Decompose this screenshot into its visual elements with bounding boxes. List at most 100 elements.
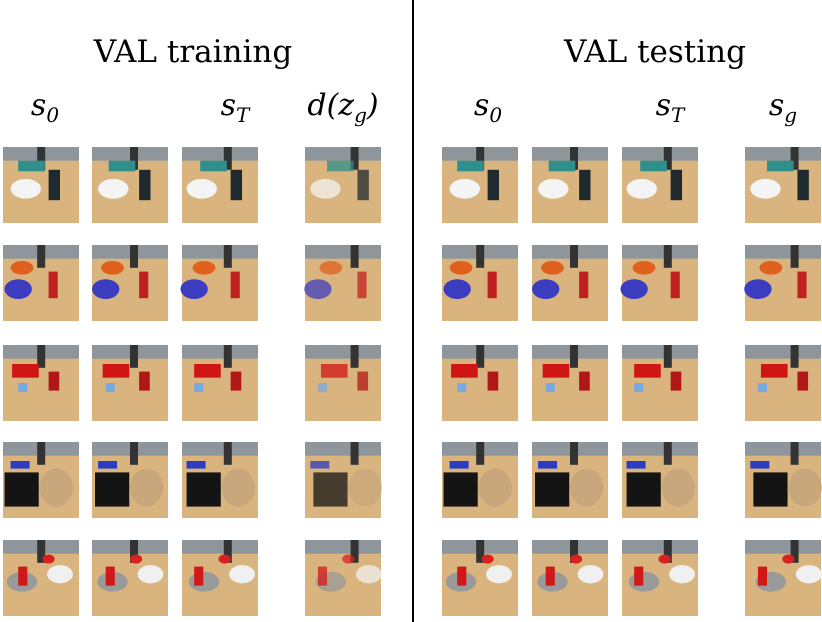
robot-arm — [570, 442, 578, 465]
object — [47, 565, 73, 584]
column-header: s0 — [31, 88, 59, 127]
object — [18, 383, 28, 393]
object — [670, 169, 683, 201]
header-base: s — [31, 88, 46, 123]
header-subscript: 0 — [46, 103, 59, 127]
object — [626, 461, 646, 469]
robot-arm — [130, 540, 138, 563]
backdrop — [622, 540, 698, 554]
object — [626, 178, 657, 199]
object — [750, 178, 781, 199]
object — [545, 383, 555, 393]
robot-arm — [663, 540, 672, 563]
object — [105, 383, 115, 393]
object — [4, 472, 39, 507]
object — [320, 364, 348, 378]
thumbnail — [182, 540, 258, 616]
object — [661, 468, 695, 507]
backdrop — [182, 245, 258, 259]
thumbnail — [532, 442, 608, 518]
header-base: s — [221, 88, 236, 123]
header-base: s — [474, 88, 489, 123]
backdrop — [182, 345, 258, 359]
object — [548, 160, 576, 172]
thumbnail — [305, 147, 381, 223]
object — [478, 468, 512, 507]
object — [92, 279, 120, 299]
object — [449, 178, 480, 199]
robot-arm — [476, 345, 485, 368]
object — [634, 566, 644, 586]
object — [192, 260, 216, 275]
thumbnail — [182, 345, 258, 421]
thumbnail — [532, 147, 608, 223]
thumbnail — [92, 147, 168, 223]
backdrop — [182, 442, 258, 456]
backdrop — [182, 147, 258, 161]
object — [194, 383, 204, 393]
object — [457, 566, 467, 586]
object — [139, 169, 151, 201]
object — [487, 371, 499, 391]
object — [188, 571, 220, 592]
object — [570, 554, 583, 564]
backdrop — [745, 147, 821, 161]
robot-arm — [350, 442, 359, 465]
robot-arm — [790, 345, 799, 368]
backdrop — [745, 345, 821, 359]
thumbnail — [442, 245, 518, 321]
header-subscript: g — [354, 103, 367, 127]
object — [186, 472, 221, 507]
object — [98, 178, 129, 199]
thumbnail — [3, 245, 79, 321]
robot-arm — [350, 245, 359, 268]
robot-arm — [37, 540, 46, 563]
object — [10, 461, 30, 469]
object — [95, 472, 130, 507]
thumbnail — [622, 442, 698, 518]
backdrop — [305, 540, 381, 554]
robot-arm — [790, 540, 799, 563]
object — [782, 554, 795, 564]
object — [486, 565, 512, 584]
object — [797, 169, 809, 201]
backdrop — [305, 345, 381, 359]
object — [348, 468, 382, 507]
robot-arm — [350, 345, 359, 368]
backdrop — [305, 147, 381, 161]
object — [48, 169, 60, 201]
object — [744, 279, 772, 299]
object — [797, 271, 807, 299]
object — [487, 169, 499, 201]
robot-arm — [663, 245, 672, 268]
object — [538, 178, 569, 199]
thumbnail — [92, 442, 168, 518]
thumbnail — [745, 442, 822, 518]
robot-arm — [570, 540, 578, 563]
thumbnail — [744, 245, 821, 321]
object — [230, 371, 242, 391]
object — [12, 364, 39, 378]
header-subscript: 0 — [489, 103, 502, 127]
thumbnail — [3, 147, 79, 223]
object — [139, 371, 150, 391]
object — [317, 566, 328, 586]
robot-arm — [130, 147, 138, 170]
robot-arm — [223, 245, 232, 268]
thumbnail — [92, 345, 168, 421]
object — [538, 461, 558, 469]
panel-title: VAL testing — [563, 34, 746, 70]
object — [10, 260, 34, 275]
object — [39, 468, 73, 507]
thumbnail — [532, 540, 608, 616]
object — [186, 461, 206, 469]
object — [626, 472, 661, 507]
header-subscript: T — [671, 103, 686, 127]
backdrop — [622, 442, 698, 456]
object — [535, 472, 570, 507]
object — [342, 554, 355, 564]
backdrop — [622, 345, 698, 359]
object — [221, 468, 255, 507]
object — [532, 279, 560, 299]
thumbnail — [305, 442, 382, 518]
